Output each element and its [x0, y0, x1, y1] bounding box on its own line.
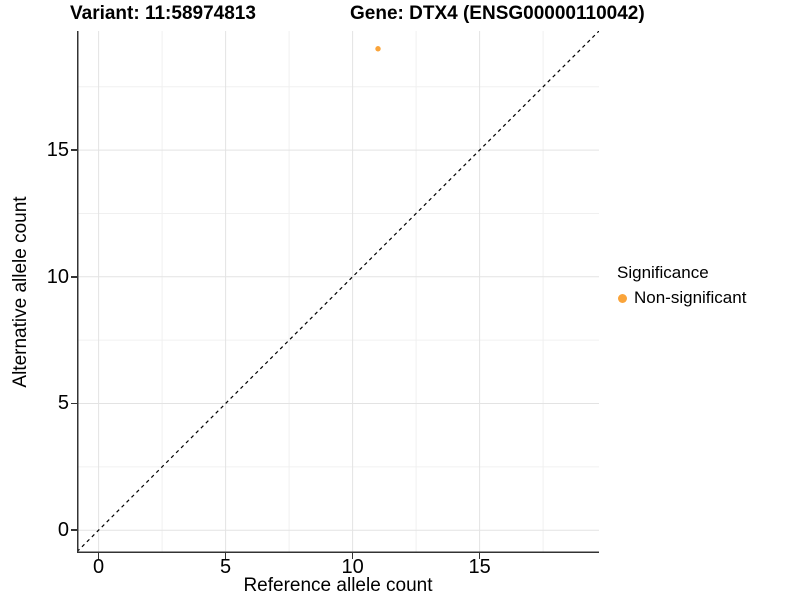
x-tick-mark	[224, 553, 227, 559]
x-axis-title: Reference allele count	[243, 575, 433, 596]
legend-title: Significance	[617, 263, 709, 282]
y-tick-mark	[71, 276, 77, 278]
x-tick-label: 0	[93, 556, 105, 578]
y-tick-label: 0	[57, 519, 69, 542]
legend-entry-label: Non-significant	[634, 288, 747, 307]
legend-entry: Non-significant	[615, 288, 746, 308]
x-tick-label: 10	[341, 556, 364, 578]
plot-panel	[77, 31, 599, 553]
legend-point-icon	[618, 293, 627, 303]
plot-title-gene: Gene: DTX4 (ENSG00000110042)	[350, 3, 645, 24]
data-point	[375, 46, 381, 52]
x-tick-label: 5	[220, 556, 232, 578]
y-tick-mark	[71, 402, 77, 405]
plot-title-variant: Variant: 11:58974813	[70, 3, 256, 24]
y-tick-label: 15	[46, 139, 69, 162]
legend: Significance Non-significant	[615, 263, 746, 308]
y-tick-mark	[71, 149, 77, 151]
x-tick-mark	[97, 553, 100, 559]
x-tick-label: 15	[468, 556, 491, 578]
y-axis-title: Alternative allele count	[10, 196, 31, 388]
x-tick-mark	[478, 553, 481, 559]
x-tick-mark	[351, 553, 354, 559]
y-tick-label: 10	[46, 265, 69, 288]
identity-dashed-line	[77, 31, 599, 553]
y-tick-mark	[71, 529, 77, 531]
y-tick-label: 5	[57, 392, 69, 415]
